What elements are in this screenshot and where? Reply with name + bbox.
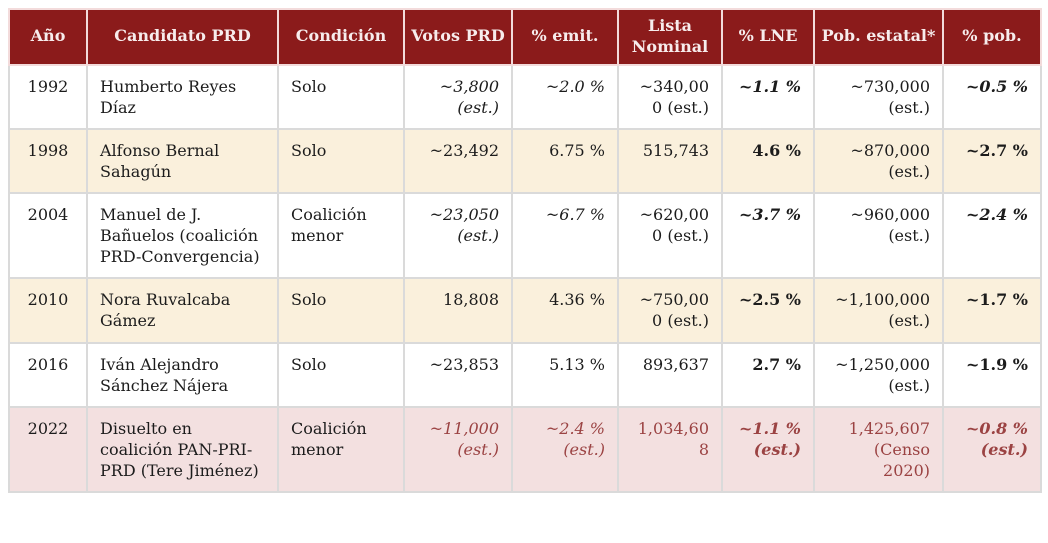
votos-prd-cell: ~3,800 (est.) [403,63,513,130]
condicion-cell: Coalición menor [277,192,405,280]
candidato-prd-cell: Nora Ruvalcaba Gámez [86,277,279,344]
pob-estatal-cell: ~870,000 (est.) [813,127,944,195]
pct-lne-cell: 2.7 % [721,341,815,408]
pct-emit-cell: ~2.4 % (est.) [511,405,619,494]
pob-estatal-cell: ~960,000 (est.) [813,192,944,280]
pob-estatal-cell: ~1,100,000 (est.) [813,277,944,344]
lista-nominal-cell: ~340,000 (est.) [617,63,723,130]
col-header-condicion: Condición [277,8,405,66]
pob-estatal-cell: ~1,250,000 (est.) [813,341,944,408]
pct-pob-cell: ~1.7 % [942,277,1042,344]
votos-prd-cell: ~23,050 (est.) [403,192,513,280]
col-header-pct-lne: % LNE [721,8,815,66]
condicion-cell: Solo [277,341,405,408]
table-row: 1992 Humberto Reyes Díaz Solo ~3,800 (est.)… [8,63,1042,130]
pct-lne-cell: ~3.7 % [721,192,815,280]
votos-prd-cell: ~23,853 [403,341,513,408]
pct-pob-cell: ~0.8 % (est.) [942,405,1042,494]
col-header-pct-emit: % emit. [511,8,619,66]
prd-results-table: Año Candidato PRD Condición Votos PRD% emit… [8,8,1042,494]
pct-lne-cell: 4.6 % [721,127,815,195]
candidato-prd-cell: Humberto Reyes Díaz [86,63,279,130]
table-row: 2004 Manuel de J. Bañuelos (coalición PRD… [8,192,1042,280]
pct-pob-cell: ~1.9 % [942,341,1042,408]
condicion-cell: Solo [277,277,405,344]
candidato-prd-cell: Iván Alejandro Sánchez Nájera [86,341,279,408]
table-row: 2022 Disuelto en coalición PAN-PRI-PRD (T… [8,405,1042,494]
candidato-prd-cell: Disuelto en coalición PAN-PRI-PRD (Tere … [86,405,279,494]
col-header-candidato-prd: Candidato PRD [86,8,279,66]
pct-emit-cell: 6.75 % [511,127,619,195]
col-header-pct-pob: % pob. [942,8,1042,66]
votos-prd-cell: 18,808 [403,277,513,344]
pct-lne-cell: ~1.1 % [721,63,815,130]
ano-cell: 2016 [8,341,88,408]
col-header-votos-prd: Votos PRD [403,8,513,66]
votos-prd-cell: ~11,000 (est.) [403,405,513,494]
votos-prd-cell: ~23,492 [403,127,513,195]
pct-pob-cell: ~2.7 % [942,127,1042,195]
ano-cell: 1992 [8,63,88,130]
lista-nominal-cell: 515,743 [617,127,723,195]
table-row: 2016 Iván Alejandro Sánchez Nájera Solo ~23… [8,341,1042,408]
pct-lne-cell: ~2.5 % [721,277,815,344]
condicion-cell: Solo [277,127,405,195]
condicion-cell: Coalición menor [277,405,405,494]
table-row: 1998 Alfonso Bernal Sahagún Solo ~23,492 6.7… [8,127,1042,195]
header-row: Año Candidato PRD Condición Votos PRD% emit… [8,8,1042,66]
col-header-lista-nominal: Lista Nominal [617,8,723,66]
lista-nominal-cell: 1,034,608 [617,405,723,494]
table-body: 1992 Humberto Reyes Díaz Solo ~3,800 (est.)… [8,63,1042,494]
ano-cell: 2004 [8,192,88,280]
pct-emit-cell: 4.36 % [511,277,619,344]
pob-estatal-cell: 1,425,607 (Censo 2020) [813,405,944,494]
candidato-prd-cell: Manuel de J. Bañuelos (coalición PRD-Con… [86,192,279,280]
pct-lne-cell: ~1.1 % (est.) [721,405,815,494]
pct-pob-cell: ~2.4 % [942,192,1042,280]
candidato-prd-cell: Alfonso Bernal Sahagún [86,127,279,195]
pct-emit-cell: 5.13 % [511,341,619,408]
ano-cell: 2022 [8,405,88,494]
pct-pob-cell: ~0.5 % [942,63,1042,130]
lista-nominal-cell: ~750,000 (est.) [617,277,723,344]
col-header-pob-estatal: Pob. estatal* [813,8,944,66]
lista-nominal-cell: ~620,000 (est.) [617,192,723,280]
ano-cell: 1998 [8,127,88,195]
pct-emit-cell: ~2.0 % [511,63,619,130]
pct-emit-cell: ~6.7 % [511,192,619,280]
lista-nominal-cell: 893,637 [617,341,723,408]
pob-estatal-cell: ~730,000 (est.) [813,63,944,130]
table-header: Año Candidato PRD Condición Votos PRD% emit… [8,8,1042,66]
col-header-ano: Año [8,8,88,66]
table-row: 2010 Nora Ruvalcaba Gámez Solo 18,808 4.36 %… [8,277,1042,344]
ano-cell: 2010 [8,277,88,344]
condicion-cell: Solo [277,63,405,130]
